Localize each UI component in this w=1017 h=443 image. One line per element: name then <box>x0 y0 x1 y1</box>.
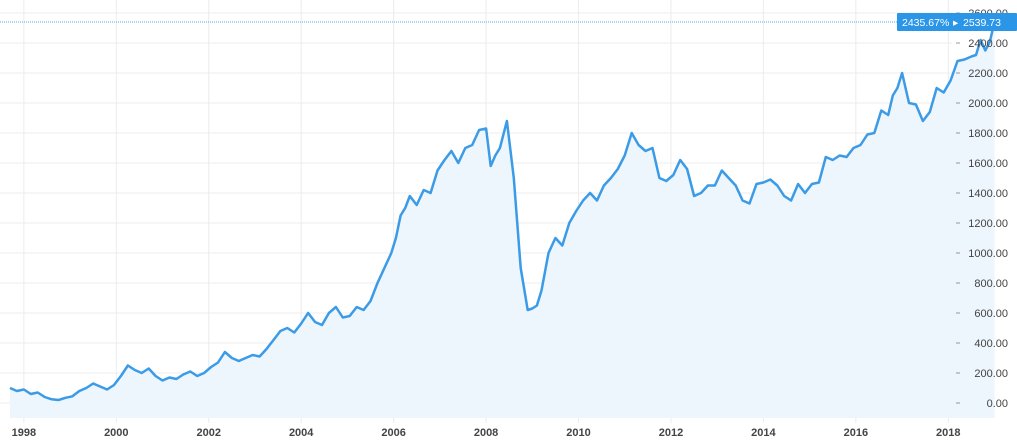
y-tick-label: 600.00 <box>974 308 1008 320</box>
y-tick-label: 1600.00 <box>968 158 1008 170</box>
y-tick-label: 1400.00 <box>968 188 1008 200</box>
badge-percent-change: 2435.67% <box>902 17 949 29</box>
y-tick-label: 200.00 <box>974 368 1008 380</box>
x-tick-label: 2016 <box>844 427 868 439</box>
y-tick-label: 1200.00 <box>968 218 1008 230</box>
x-tick-label: 2002 <box>197 427 221 439</box>
x-tick-label: 2014 <box>751 427 776 439</box>
current-value-badge-bg <box>897 13 1017 32</box>
x-tick-label: 2006 <box>381 427 405 439</box>
y-tick-label: 2200.00 <box>968 68 1008 80</box>
x-tick-label: 2000 <box>104 427 128 439</box>
series-area <box>10 22 995 418</box>
current-value-badge: 2435.67% ▸ 2539.73 <box>897 13 1017 32</box>
x-tick-label: 2004 <box>289 427 314 439</box>
x-tick-label: 2008 <box>474 427 498 439</box>
y-tick-label: 800.00 <box>974 278 1008 290</box>
series-line[interactable] <box>9 21 996 402</box>
y-tick-label: 1000.00 <box>968 248 1008 260</box>
y-tick-label: 400.00 <box>974 338 1008 350</box>
badge-arrow-icon: ▸ <box>953 17 959 29</box>
y-tick-label: 2400.00 <box>968 38 1008 50</box>
x-tick-label: 1998 <box>12 427 36 439</box>
y-tick-label: 2000.00 <box>968 98 1008 110</box>
x-tick-label: 2018 <box>936 427 960 439</box>
y-tick-label: 1800.00 <box>968 128 1008 140</box>
x-tick-label: 2012 <box>659 427 683 439</box>
x-axis: 1998 2000 2002 2004 2006 2008 2010 2012 2014 2016… <box>12 427 961 439</box>
badge-last-price: 2539.73 <box>963 17 1001 29</box>
x-tick-label: 2010 <box>566 427 590 439</box>
y-tick-label: 0.00 <box>987 398 1008 410</box>
